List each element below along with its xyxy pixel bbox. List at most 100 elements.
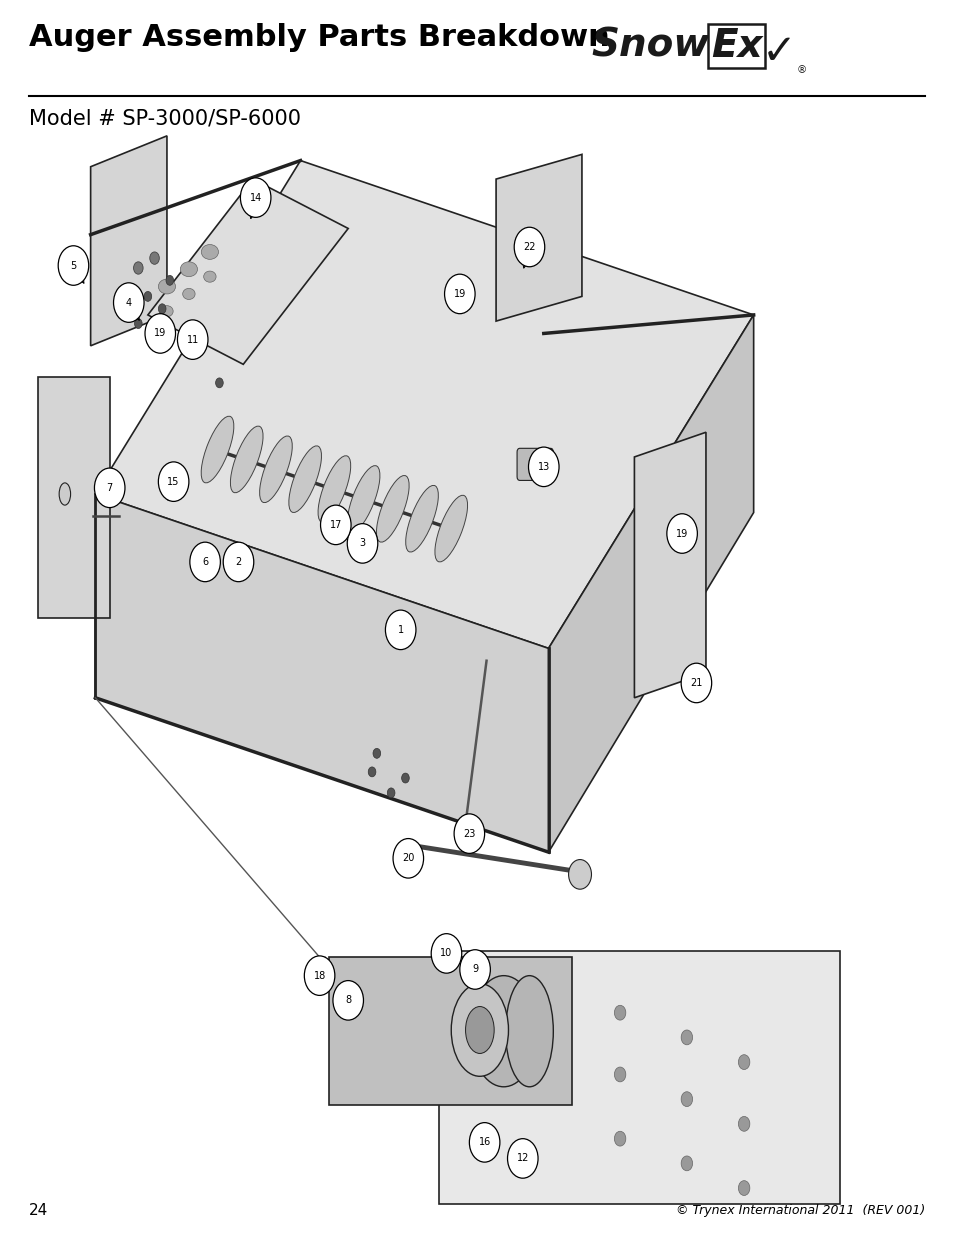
Circle shape (738, 1116, 749, 1131)
Polygon shape (634, 432, 705, 698)
Circle shape (680, 663, 711, 703)
Ellipse shape (59, 483, 71, 505)
Circle shape (158, 304, 166, 314)
Ellipse shape (183, 289, 194, 300)
Circle shape (614, 1005, 625, 1020)
Text: 9: 9 (472, 965, 477, 974)
Circle shape (190, 542, 220, 582)
Text: 1: 1 (397, 625, 403, 635)
Text: © Trynex International 2011  (REV 001): © Trynex International 2011 (REV 001) (676, 1204, 924, 1216)
Ellipse shape (231, 426, 263, 493)
Text: ®: ® (796, 65, 806, 75)
Circle shape (385, 610, 416, 650)
Text: Model # SP-3000/SP-6000: Model # SP-3000/SP-6000 (29, 109, 300, 128)
Ellipse shape (259, 436, 292, 503)
Text: Snow: Snow (591, 27, 709, 64)
Circle shape (738, 1181, 749, 1195)
Text: 22: 22 (522, 242, 536, 252)
Text: 19: 19 (154, 329, 166, 338)
Ellipse shape (451, 983, 508, 1077)
Circle shape (528, 447, 558, 487)
Circle shape (401, 773, 409, 783)
Ellipse shape (317, 456, 351, 522)
Text: Auger Assembly Parts Breakdown: Auger Assembly Parts Breakdown (29, 23, 609, 52)
Text: 4: 4 (126, 298, 132, 308)
Circle shape (150, 252, 159, 264)
Text: 6: 6 (202, 557, 208, 567)
Text: 8: 8 (345, 995, 351, 1005)
Ellipse shape (470, 976, 537, 1087)
Polygon shape (438, 951, 839, 1204)
Circle shape (215, 378, 223, 388)
Circle shape (320, 505, 351, 545)
Ellipse shape (405, 485, 437, 552)
Text: 23: 23 (463, 829, 475, 839)
Polygon shape (148, 179, 348, 364)
Ellipse shape (201, 416, 233, 483)
Text: 19: 19 (454, 289, 465, 299)
Circle shape (387, 788, 395, 798)
Ellipse shape (180, 262, 197, 277)
Circle shape (444, 274, 475, 314)
Circle shape (514, 227, 544, 267)
Text: 14: 14 (250, 193, 261, 203)
Ellipse shape (376, 475, 409, 542)
Text: 12: 12 (517, 1153, 528, 1163)
Text: 10: 10 (440, 948, 452, 958)
Circle shape (459, 950, 490, 989)
Circle shape (58, 246, 89, 285)
Ellipse shape (435, 495, 467, 562)
Circle shape (158, 462, 189, 501)
Polygon shape (496, 154, 581, 321)
Circle shape (568, 860, 591, 889)
Circle shape (133, 262, 143, 274)
Circle shape (304, 956, 335, 995)
Ellipse shape (347, 466, 379, 532)
Text: 20: 20 (402, 853, 414, 863)
Text: 7: 7 (107, 483, 112, 493)
Text: 5: 5 (71, 261, 76, 270)
Text: ✓: ✓ (760, 31, 796, 73)
FancyBboxPatch shape (517, 448, 553, 480)
Ellipse shape (160, 305, 172, 317)
Text: 16: 16 (478, 1137, 490, 1147)
Text: 19: 19 (676, 529, 687, 538)
Circle shape (145, 314, 175, 353)
Circle shape (738, 1055, 749, 1070)
Polygon shape (38, 377, 110, 618)
Circle shape (240, 178, 271, 217)
Text: 24: 24 (29, 1203, 48, 1218)
Circle shape (454, 814, 484, 853)
Polygon shape (329, 957, 572, 1105)
Circle shape (507, 1139, 537, 1178)
Ellipse shape (204, 272, 215, 283)
Text: 13: 13 (537, 462, 549, 472)
Circle shape (333, 981, 363, 1020)
Circle shape (680, 1092, 692, 1107)
Text: 15: 15 (168, 477, 179, 487)
Text: 3: 3 (359, 538, 365, 548)
Ellipse shape (465, 1007, 494, 1053)
Circle shape (431, 934, 461, 973)
Ellipse shape (158, 279, 175, 294)
Ellipse shape (505, 976, 553, 1087)
Ellipse shape (201, 245, 218, 259)
Circle shape (144, 291, 152, 301)
Polygon shape (548, 315, 753, 852)
Circle shape (680, 1030, 692, 1045)
Circle shape (94, 468, 125, 508)
Circle shape (614, 1131, 625, 1146)
Circle shape (368, 767, 375, 777)
Circle shape (347, 524, 377, 563)
Text: 18: 18 (314, 971, 325, 981)
Circle shape (469, 1123, 499, 1162)
Text: 11: 11 (187, 335, 198, 345)
Circle shape (680, 1156, 692, 1171)
Circle shape (177, 320, 208, 359)
Circle shape (373, 748, 380, 758)
Polygon shape (91, 136, 167, 346)
Circle shape (666, 514, 697, 553)
Text: Ex: Ex (710, 27, 761, 64)
Ellipse shape (289, 446, 321, 513)
Circle shape (614, 1067, 625, 1082)
